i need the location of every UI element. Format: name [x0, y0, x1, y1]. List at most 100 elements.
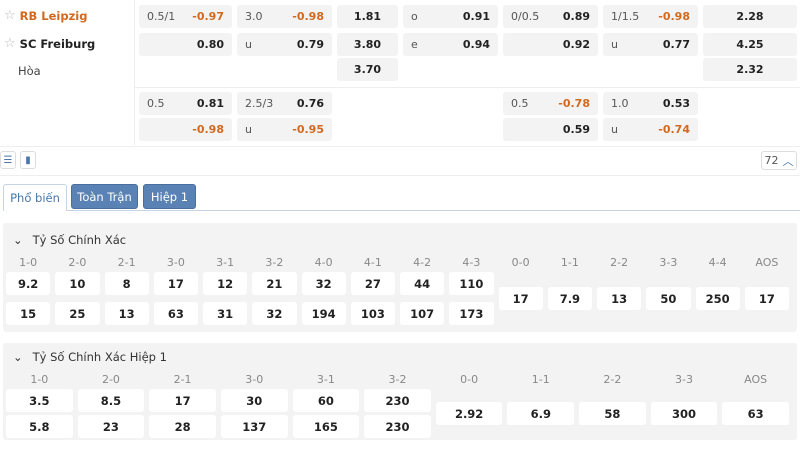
odds-cell[interactable]: u -0.95 [237, 118, 332, 141]
score-odds[interactable]: 63 [722, 402, 789, 425]
score-odds[interactable]: 8 [104, 272, 149, 295]
tab-popular[interactable]: Phổ biến [3, 184, 67, 211]
star-icon[interactable]: ☆ [4, 8, 16, 23]
score-label: 4-1 [363, 256, 382, 269]
score-odds[interactable]: 110 [449, 272, 494, 295]
score-label: 2-2 [603, 373, 622, 386]
score-odds[interactable]: 27 [350, 272, 395, 295]
score-odds[interactable]: 3.5 [6, 389, 73, 412]
tab-first-half[interactable]: Hiệp 1 [143, 184, 196, 209]
score-odds[interactable]: 300 [650, 402, 718, 425]
odds-cell[interactable]: 1.81 [337, 5, 398, 28]
odds-value: -0.74 [658, 123, 690, 136]
odds-cell[interactable]: 0.5 0.81 [139, 92, 232, 115]
score-odds[interactable]: 7.9 [547, 287, 592, 310]
score-odds[interactable]: 13 [597, 287, 642, 310]
odds-value: 0.81 [196, 97, 224, 110]
score-odds[interactable]: 50 [646, 287, 691, 310]
odds-label: u [245, 38, 252, 51]
odds-cell[interactable]: u -0.74 [603, 118, 698, 141]
odds-cell[interactable]: -0.98 [139, 118, 232, 141]
odds-value: 0.76 [296, 97, 324, 110]
score-odds[interactable]: 44 [400, 272, 445, 295]
score-odds[interactable]: 10 [55, 272, 100, 295]
odds-cell[interactable]: 1.0 0.53 [603, 92, 698, 115]
score-odds[interactable]: 8.5 [77, 389, 145, 412]
panel-header[interactable]: ⌄ Tỷ Số Chính Xác [13, 233, 127, 247]
score-odds[interactable]: 25 [55, 302, 100, 325]
team-home[interactable]: ☆ RB Leipzig [4, 8, 87, 23]
score-odds[interactable]: 60 [292, 389, 360, 412]
score-label: 0-0 [460, 373, 479, 386]
odds-label: 0.5 [511, 97, 529, 110]
star-icon[interactable]: ☆ [4, 36, 16, 51]
odds-cell[interactable]: 0.59 [503, 118, 598, 141]
odds-cell[interactable]: 0/0.5 0.89 [503, 5, 598, 28]
score-odds[interactable]: 230 [364, 415, 431, 438]
score-odds[interactable]: 63 [153, 302, 198, 325]
divider [0, 175, 800, 176]
score-odds[interactable]: 137 [220, 415, 288, 438]
score-odds[interactable]: 28 [149, 415, 216, 438]
score-odds[interactable]: 107 [400, 302, 445, 325]
odds-value: -0.78 [558, 97, 590, 110]
score-label: 2-0 [101, 373, 120, 386]
score-odds[interactable]: 2.92 [435, 402, 503, 425]
odds-cell[interactable]: 4.25 [703, 33, 797, 56]
team-away[interactable]: ☆ SC Freiburg [4, 36, 95, 51]
odds-cell[interactable]: 0.5/1 -0.97 [139, 5, 232, 28]
score-odds[interactable]: 30 [220, 389, 288, 412]
correct-score-panel: ⌄ Tỷ Số Chính Xác 1-0 9.2 15 2-0 10 25 2-1 … [3, 223, 797, 332]
score-odds[interactable]: 173 [449, 302, 494, 325]
score-odds[interactable]: 21 [252, 272, 297, 295]
odds-cell[interactable]: 0.5 -0.78 [503, 92, 598, 115]
odds-cell[interactable]: e 0.94 [403, 33, 498, 56]
tab-full-match[interactable]: Toàn Trận [71, 184, 138, 209]
score-label: 2-2 [610, 256, 629, 269]
odds-cell[interactable]: 3.80 [337, 33, 398, 56]
bar-chart-icon[interactable]: ▮ [20, 151, 36, 169]
score-odds[interactable]: 13 [104, 302, 149, 325]
odds-label: 0.5 [147, 97, 165, 110]
score-odds[interactable]: 17 [498, 287, 543, 310]
score-odds[interactable]: 6.9 [507, 402, 575, 425]
score-odds[interactable]: 58 [579, 402, 646, 425]
odds-cell[interactable]: 2.28 [703, 5, 797, 28]
odds-label: e [411, 38, 418, 51]
odds-cell[interactable]: o 0.91 [403, 5, 498, 28]
odds-cell[interactable]: u 0.79 [237, 33, 332, 56]
score-odds[interactable]: 23 [77, 415, 145, 438]
score-odds[interactable]: 103 [350, 302, 395, 325]
odds-cell[interactable]: 3.70 [337, 58, 398, 81]
score-label: 3-0 [166, 256, 185, 269]
odds-cell[interactable]: 0.92 [503, 33, 598, 56]
odds-value: 0.91 [462, 10, 490, 23]
odds-cell[interactable]: u 0.77 [603, 33, 698, 56]
odds-value: -0.98 [192, 123, 224, 136]
draw-label: Hòa [18, 64, 41, 78]
odds-cell[interactable]: 0.80 [139, 33, 232, 56]
odds-cell[interactable]: 3.0 -0.98 [237, 5, 332, 28]
collapse-button[interactable]: 72 ︿ [761, 151, 797, 170]
score-odds[interactable]: 230 [364, 389, 431, 412]
score-odds[interactable]: 17 [744, 287, 789, 310]
score-odds[interactable]: 32 [301, 272, 346, 295]
score-odds[interactable]: 17 [153, 272, 198, 295]
score-odds[interactable]: 250 [695, 287, 740, 310]
odds-cell[interactable]: 2.5/3 0.76 [237, 92, 332, 115]
odds-label: 2.5/3 [245, 97, 274, 110]
score-odds[interactable]: 31 [203, 302, 248, 325]
score-odds[interactable]: 12 [203, 272, 248, 295]
odds-cell[interactable]: 1/1.5 -0.98 [603, 5, 698, 28]
score-odds[interactable]: 17 [149, 389, 216, 412]
odds-value: 0.53 [662, 97, 690, 110]
score-odds[interactable]: 165 [292, 415, 360, 438]
odds-cell[interactable]: 2.32 [703, 58, 797, 81]
score-odds[interactable]: 32 [252, 302, 297, 325]
score-odds[interactable]: 15 [6, 302, 51, 325]
score-odds[interactable]: 9.2 [6, 272, 51, 295]
list-view-icon[interactable]: ☰ [0, 151, 16, 169]
score-odds[interactable]: 194 [301, 302, 346, 325]
score-odds[interactable]: 5.8 [6, 415, 73, 438]
panel-header[interactable]: ⌄ Tỷ Số Chính Xác Hiệp 1 [13, 350, 167, 364]
